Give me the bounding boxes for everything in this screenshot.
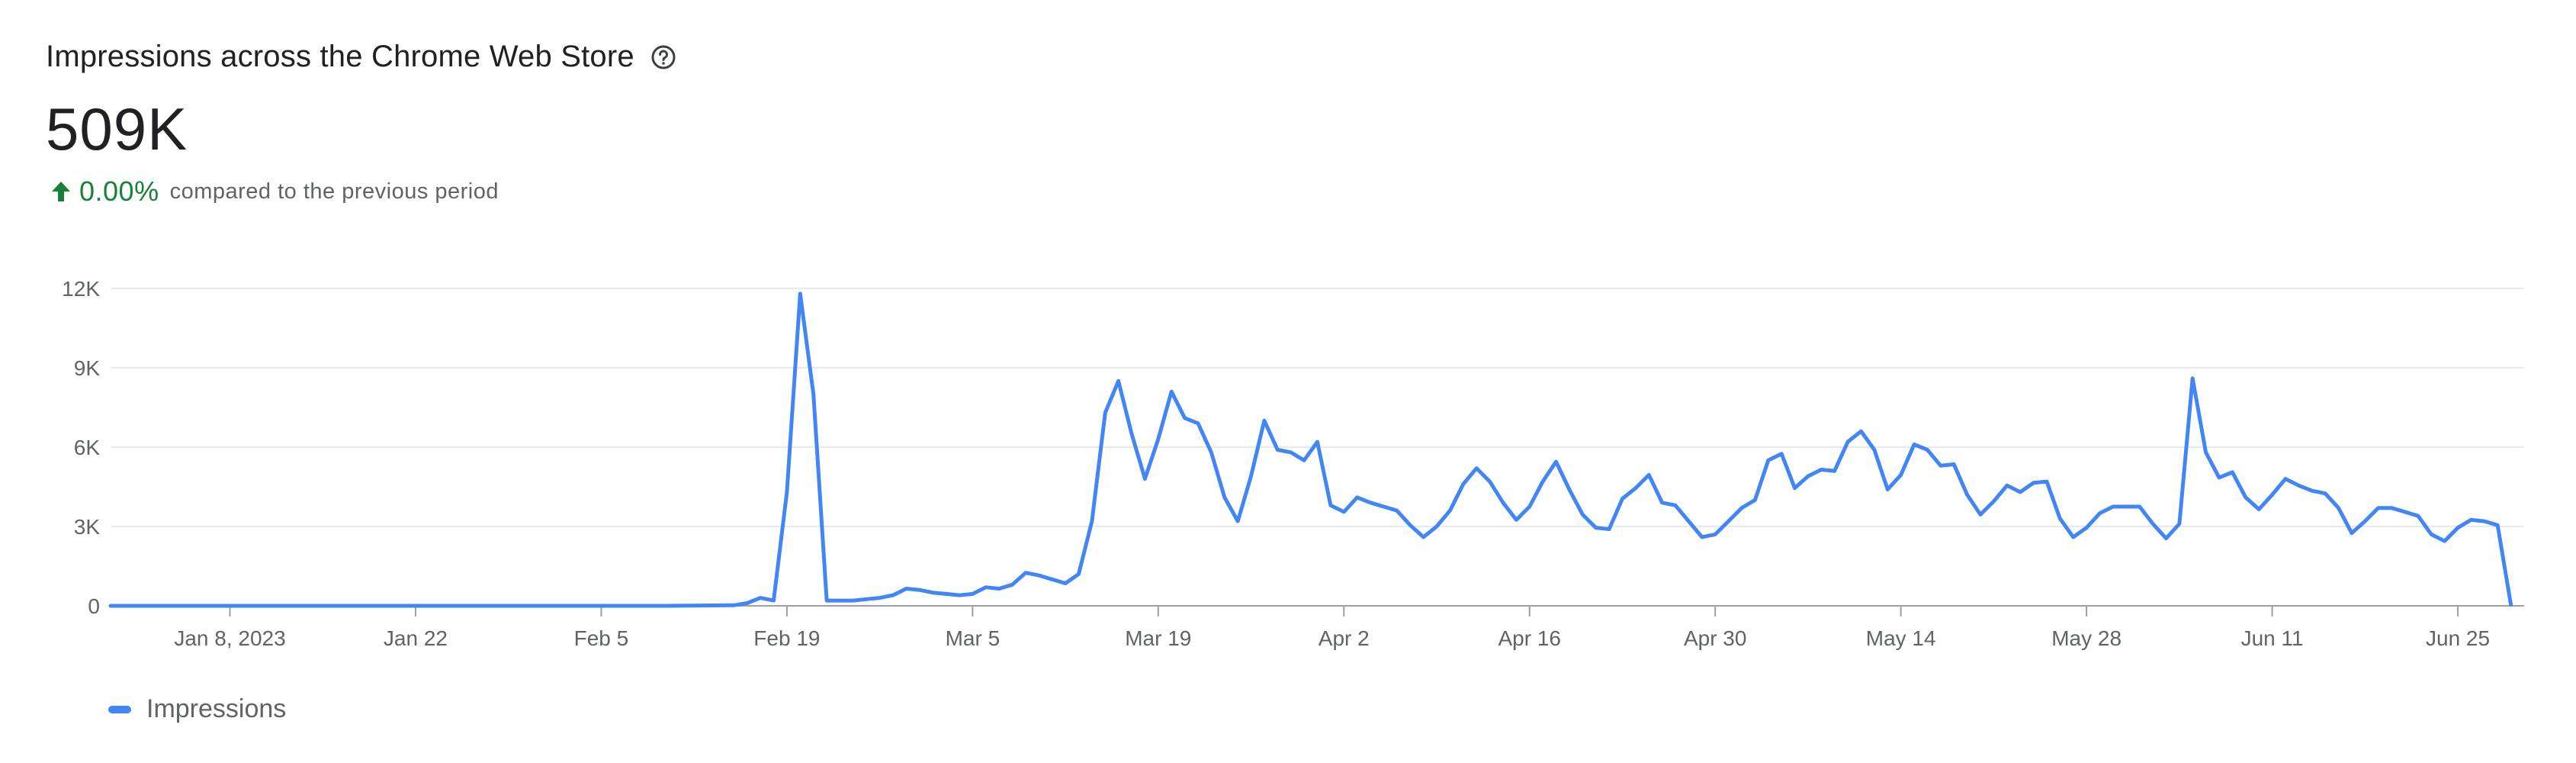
x-axis: Jan 8, 2023 Jan 22 Feb 5 Feb 19 Mar 5 Mar 19 A… — [174, 606, 2490, 650]
delta-row: 0.00% compared to the previous period — [50, 175, 499, 208]
title-row: Impressions across the Chrome Web Store — [46, 40, 679, 74]
x-tick-label: Apr 16 — [1498, 626, 1561, 650]
x-tick-label: Mar 19 — [1125, 626, 1191, 650]
x-tick-label: May 28 — [2051, 626, 2122, 650]
x-tick-label: May 14 — [1866, 626, 1936, 650]
legend-label: Impressions — [146, 694, 287, 723]
delta-value: 0.00% — [79, 175, 159, 207]
x-tick-label: Mar 5 — [946, 626, 1001, 650]
delta-text: compared to the previous period — [169, 179, 499, 204]
arrow-up-icon — [50, 180, 72, 203]
y-tick-label: 12K — [62, 277, 100, 301]
x-tick-label: Jun 25 — [2426, 626, 2490, 650]
x-tick-label: Jan 8, 2023 — [174, 626, 285, 650]
legend[interactable]: Impressions — [108, 694, 286, 724]
series-line-impressions[interactable] — [108, 291, 2513, 608]
y-tick-label: 6K — [74, 436, 101, 459]
y-axis: 0 3K 6K 9K 12K — [62, 277, 100, 618]
y-tick-label: 9K — [74, 356, 101, 380]
x-tick-label: Apr 30 — [1684, 626, 1747, 650]
legend-swatch — [108, 705, 131, 713]
series-layer — [108, 291, 2513, 608]
help-circle-icon[interactable] — [648, 42, 679, 72]
x-tick-label: Jan 22 — [384, 626, 448, 650]
total-value: 509K — [46, 95, 188, 163]
x-tick-label: Feb 19 — [753, 626, 820, 650]
x-tick-label: Feb 5 — [574, 626, 629, 650]
x-tick-label: Apr 2 — [1319, 626, 1370, 650]
y-tick-label: 3K — [74, 515, 101, 539]
y-tick-label: 0 — [88, 594, 100, 618]
chart-header: Impressions across the Chrome Web Store — [46, 40, 679, 74]
x-tick-label: Jun 11 — [2241, 626, 2304, 650]
chart-title: Impressions across the Chrome Web Store — [46, 40, 634, 73]
